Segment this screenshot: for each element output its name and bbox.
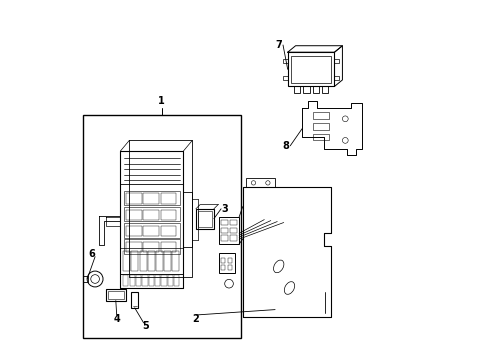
Bar [148, 275, 154, 286]
Bar [136, 275, 141, 286]
Bar [143, 242, 159, 252]
Text: 1: 1 [158, 96, 165, 106]
Text: 6: 6 [88, 249, 95, 259]
Bar [143, 193, 159, 204]
Bar [123, 191, 179, 205]
Bar [230, 235, 236, 241]
Bar [287, 52, 334, 86]
Bar [120, 274, 183, 288]
Bar [131, 251, 138, 271]
Bar [283, 59, 287, 63]
Bar [221, 228, 227, 233]
Bar [120, 151, 183, 184]
Text: 7: 7 [275, 40, 282, 50]
Text: 2: 2 [192, 314, 199, 324]
Bar [120, 248, 183, 274]
Bar [334, 76, 338, 80]
Bar [246, 178, 275, 187]
Bar [107, 291, 123, 299]
Bar [219, 217, 239, 244]
Bar [131, 292, 138, 308]
Text: 4: 4 [113, 314, 120, 324]
Bar [125, 226, 142, 236]
Bar [160, 226, 176, 236]
Bar [172, 251, 179, 271]
Bar [312, 123, 328, 130]
Bar [123, 223, 179, 238]
Bar [230, 228, 236, 233]
Bar [125, 210, 142, 220]
Bar [227, 258, 231, 263]
Bar [123, 251, 130, 271]
Bar [143, 226, 159, 236]
Bar [143, 210, 159, 220]
Bar [321, 86, 328, 93]
Bar [219, 253, 235, 273]
Bar [221, 265, 225, 270]
Bar [82, 115, 241, 338]
Bar [293, 86, 300, 93]
Bar [221, 235, 227, 241]
Bar [147, 251, 155, 271]
Bar [312, 86, 318, 93]
Bar [155, 275, 160, 286]
Bar [221, 258, 225, 263]
Bar [303, 86, 309, 93]
Bar [129, 275, 135, 286]
Bar [334, 59, 338, 63]
Bar [123, 207, 179, 221]
Bar [312, 112, 328, 119]
Bar [312, 134, 328, 140]
Bar [227, 265, 231, 270]
Bar [196, 209, 213, 229]
Bar [160, 193, 176, 204]
Bar [123, 239, 179, 254]
Bar [221, 220, 227, 225]
Text: 3: 3 [221, 204, 227, 214]
Bar [160, 242, 176, 252]
Bar [139, 251, 146, 271]
Bar [106, 289, 125, 301]
Bar [120, 151, 183, 288]
Text: 8: 8 [282, 141, 289, 151]
Bar [164, 251, 171, 271]
Bar [174, 275, 179, 286]
Bar [161, 275, 166, 286]
Bar [167, 275, 173, 286]
Bar [123, 275, 128, 286]
Bar [230, 220, 236, 225]
Bar [125, 193, 142, 204]
Bar [283, 76, 287, 80]
Bar [125, 242, 142, 252]
Bar [142, 275, 147, 286]
Bar [82, 276, 88, 282]
Bar [156, 251, 163, 271]
Bar [160, 210, 176, 220]
Bar [197, 211, 212, 227]
Bar [291, 56, 330, 83]
Text: 5: 5 [142, 321, 148, 331]
